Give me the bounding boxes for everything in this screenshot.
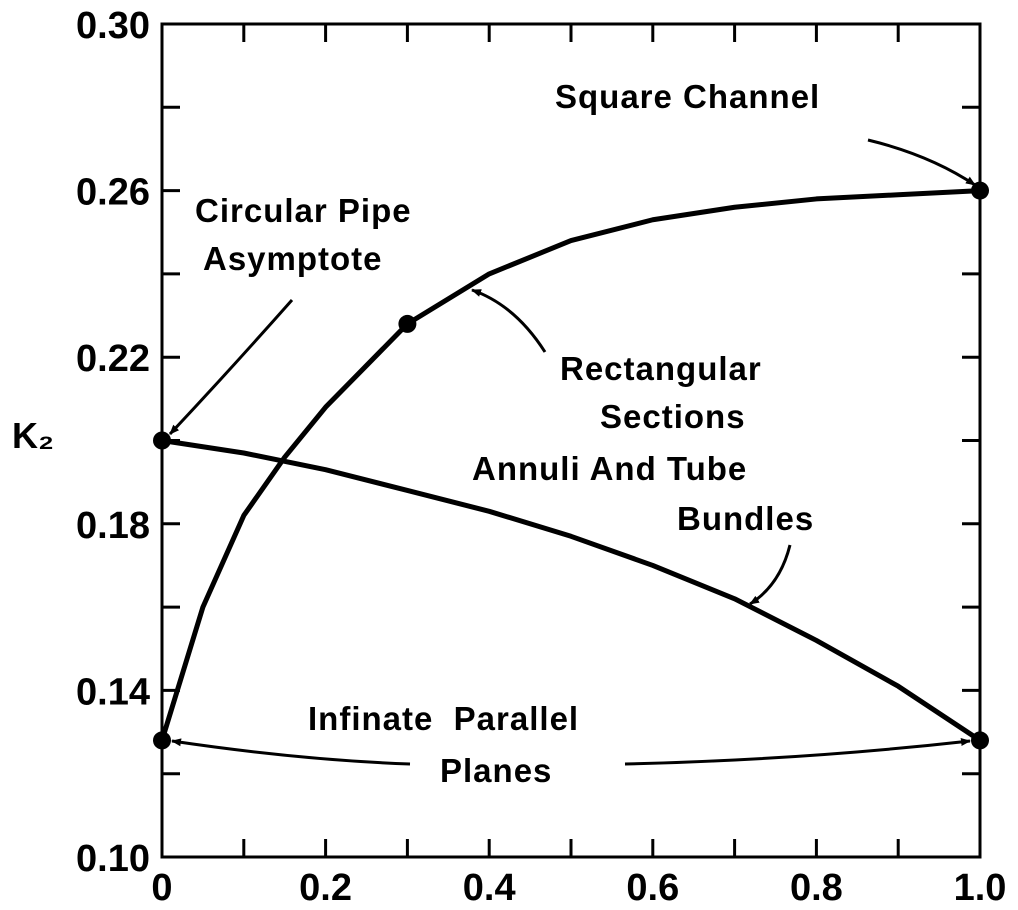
curve [161,438,982,743]
arrow [471,288,547,353]
y-tick-label: 0.30 [76,5,150,47]
arrow [624,738,971,766]
y-tick-label: 0.26 [76,172,150,214]
x-tick-label: 0.4 [463,867,516,909]
arrow [171,738,411,766]
point [153,731,171,750]
y-tick-label: 0.18 [76,505,150,547]
y-tick-label: 0.14 [76,671,150,713]
x-tick-label: 0.2 [299,867,352,909]
x-tick-label: 0 [151,867,172,909]
y-axis-label: K₂ [12,415,54,456]
annotation: Infinate Parallel [308,700,579,737]
annotation: Bundles [677,500,814,537]
annotation: Annuli And Tube [472,450,747,487]
point [398,314,417,333]
point [971,731,989,750]
annotation: Sections [600,398,746,435]
annotation: Planes [440,752,552,789]
arrow [749,544,792,606]
annotation: Rectangular [560,350,762,387]
x-tick-label: 0.6 [626,867,679,909]
y-tick-label: 0.22 [76,338,150,380]
arrow [867,138,976,187]
annotation: Square Channel [555,78,820,115]
arrow [168,299,294,436]
x-tick-label: 0.8 [790,867,843,909]
annotation: Circular Pipe [195,192,412,229]
arrows [168,138,976,766]
x-tick-label: 1.0 [954,867,1007,909]
point [153,431,171,450]
curve [159,188,981,742]
point [971,181,989,200]
y-tick-label: 0.10 [76,838,150,880]
annotation: Asymptote [203,240,383,277]
